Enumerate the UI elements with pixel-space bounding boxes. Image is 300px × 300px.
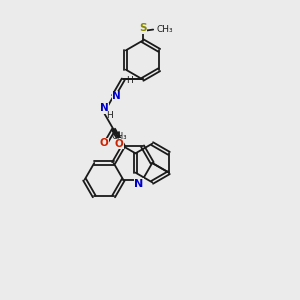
Text: O: O [100,138,108,148]
Text: CH₃: CH₃ [156,25,173,34]
Text: H: H [126,76,133,85]
Text: N: N [134,178,144,189]
Text: H: H [106,111,113,120]
Text: S: S [139,23,146,33]
Text: N: N [112,91,121,101]
Text: O: O [114,139,123,149]
Text: CH₃: CH₃ [111,132,127,141]
Text: N: N [100,103,108,113]
